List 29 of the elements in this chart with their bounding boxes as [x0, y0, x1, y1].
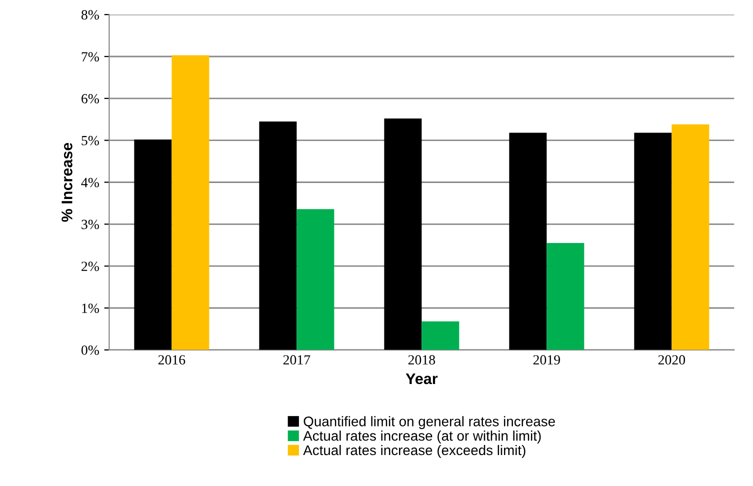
x-tick-label: 2018 [408, 355, 436, 365]
x-tick-label: 2019 [533, 355, 560, 365]
bar [672, 124, 710, 350]
x-tick-label: 2020 [658, 355, 686, 365]
x-axis-title: Year [406, 373, 438, 384]
x-tick-label: 2016 [158, 355, 186, 365]
legend-label: Quantified limit on general rates increase [304, 416, 555, 430]
x-tick-label: 2017 [283, 355, 310, 365]
bar [546, 243, 584, 350]
y-tick-label: 4% [81, 178, 99, 188]
y-tick-label: 6% [82, 94, 99, 104]
y-tick-label: 0% [81, 346, 99, 355]
y-tick-label: 8% [81, 10, 99, 20]
y-tick-label: 5% [82, 136, 99, 146]
y-tick-label: 7% [82, 52, 99, 62]
bar [384, 118, 422, 350]
legend-label: Actual rates increase (at or within limit) [303, 430, 541, 444]
bar [259, 121, 297, 350]
y-tick-label: 3% [82, 220, 99, 230]
bar [509, 132, 547, 350]
bar [422, 321, 460, 350]
bar [634, 132, 672, 350]
bar [296, 209, 334, 350]
y-axis-title: % Increase [62, 142, 72, 222]
y-tick-label: 2% [82, 262, 99, 272]
bar [134, 139, 172, 350]
y-tick-label: 1% [82, 304, 99, 314]
legend-label: Actual rates increase (exceeds limit) [303, 444, 526, 458]
bar [172, 55, 210, 350]
